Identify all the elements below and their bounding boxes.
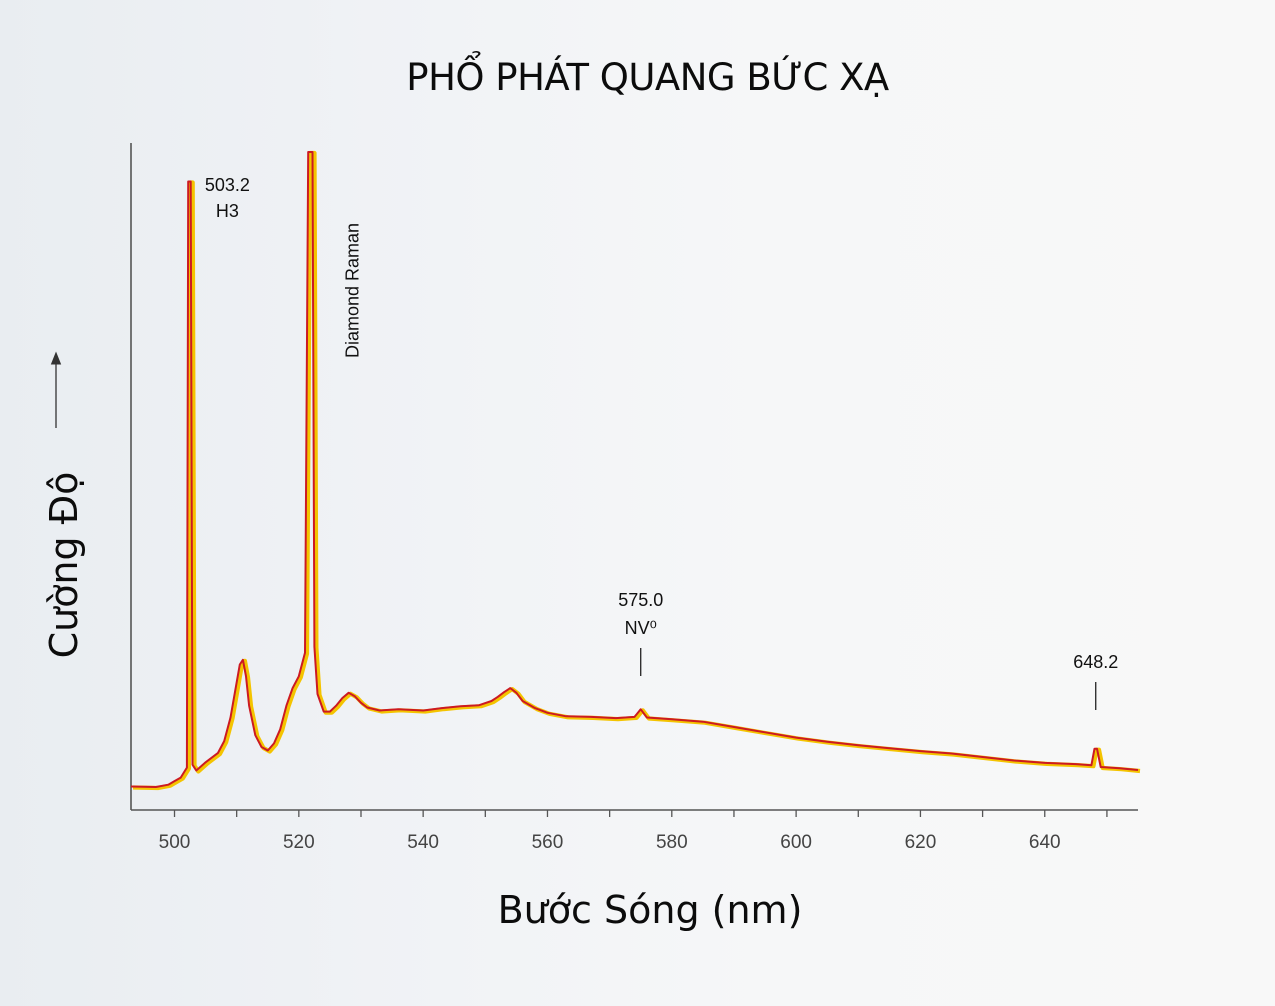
annotation-1: Diamond Raman xyxy=(343,223,363,358)
annotation-3: 648.2 xyxy=(1073,652,1118,710)
annotation-label: H3 xyxy=(216,201,239,221)
annotation-0: 503.2 H3 xyxy=(205,175,250,221)
annotation-2: 575.0 NV⁰ xyxy=(618,590,663,676)
annotation-label: 648.2 xyxy=(1073,652,1118,672)
x-tick-label: 580 xyxy=(656,832,688,853)
x-tick-label: 520 xyxy=(283,832,315,853)
series-line-0 xyxy=(130,151,1139,788)
x-tick-label: 640 xyxy=(1029,832,1061,853)
x-tick-label: 560 xyxy=(532,832,564,853)
annotation-label: 503.2 xyxy=(205,175,250,195)
x-tick-label: 500 xyxy=(159,832,191,853)
series-layer xyxy=(130,150,1141,791)
x-tick-label: 600 xyxy=(780,832,812,853)
annotation-label: 575.0 xyxy=(618,590,663,610)
annotation-label: NV⁰ xyxy=(625,618,657,638)
x-tick-label: 540 xyxy=(407,832,439,853)
x-tick-label: 620 xyxy=(905,832,937,853)
annotations-layer: 503.2 H3 Diamond Raman 575.0 NV⁰ 648.2 xyxy=(205,175,1118,710)
x-axis-title: Bước Sóng (nm) xyxy=(497,888,803,932)
annotation-label: Diamond Raman xyxy=(343,223,363,358)
chart-title: PHỔ PHÁT QUANG BỨC XẠ xyxy=(406,56,889,99)
axes: 500 520 540 560 580 600 620 640 xyxy=(130,143,1138,853)
series-glow-0 xyxy=(132,150,1141,791)
